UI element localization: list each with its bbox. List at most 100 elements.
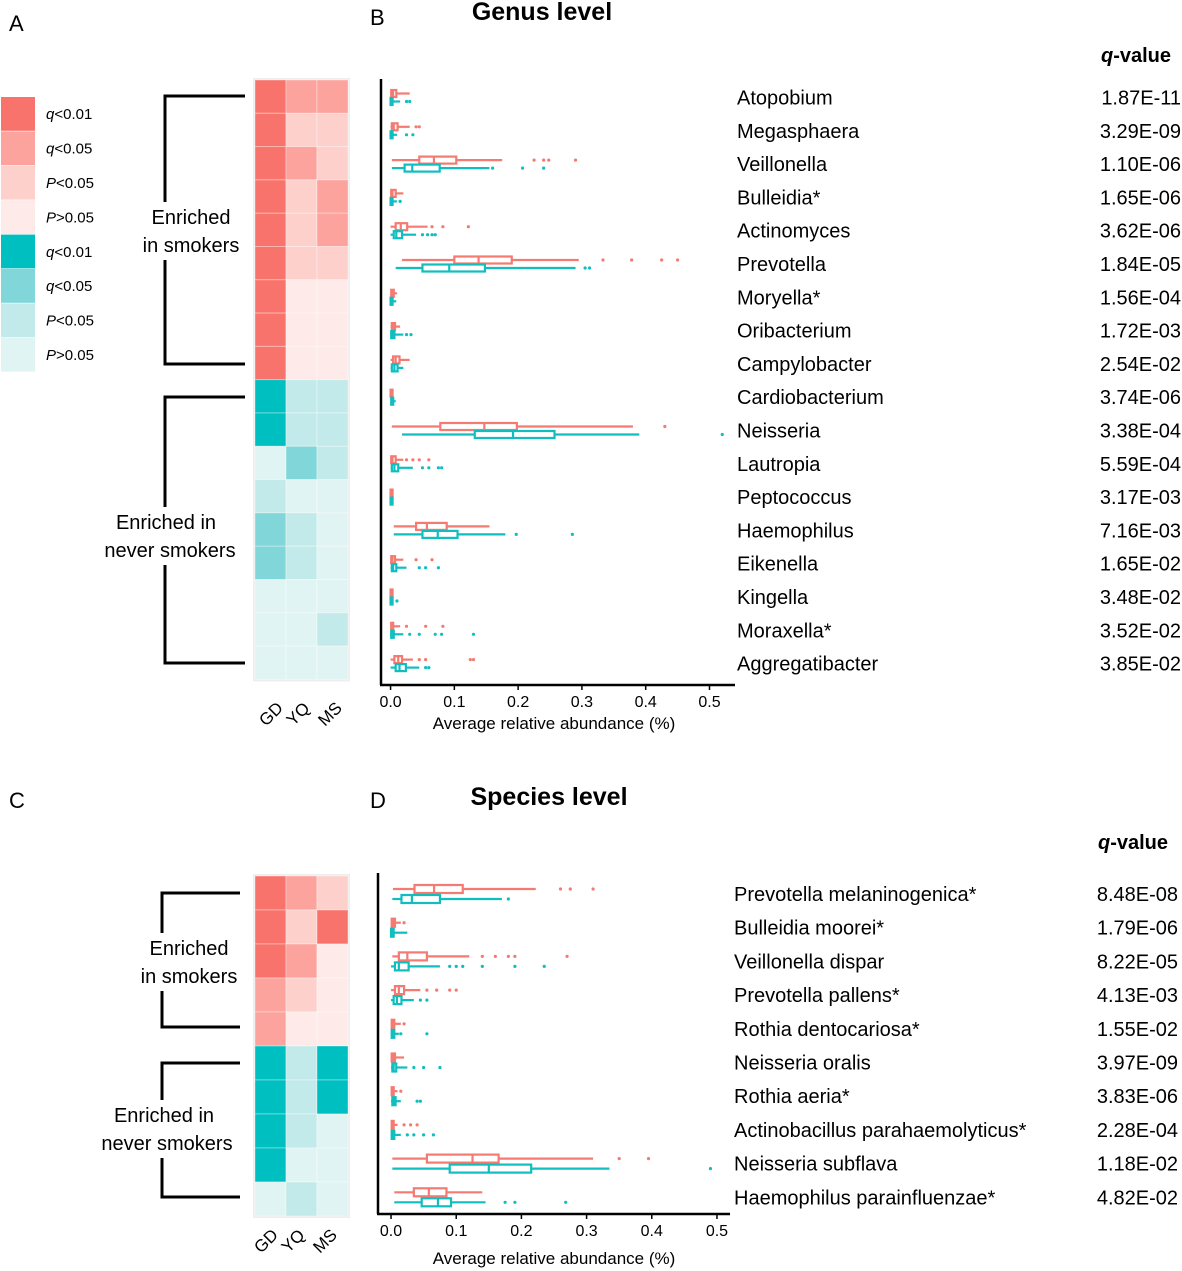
outlier-point xyxy=(513,964,517,969)
heatmap-cell xyxy=(316,445,349,481)
q-value-label: 1.79E-06 xyxy=(1097,918,1178,940)
legend-label: q<0.01 xyxy=(46,106,92,123)
outlier-point xyxy=(404,333,409,337)
outlier-point xyxy=(542,166,546,170)
taxon-label: Bulleidia moorei* xyxy=(734,918,884,940)
smokers-box xyxy=(392,883,595,895)
legend-swatch xyxy=(1,269,35,303)
never-smokers-box xyxy=(395,263,592,273)
legend-swatch xyxy=(1,303,35,338)
outlier-point xyxy=(564,1200,568,1204)
outlier-point xyxy=(430,225,434,229)
heatmap-cell xyxy=(254,545,287,581)
never-smokers-box xyxy=(390,396,396,406)
iqr-box xyxy=(412,1187,448,1198)
outlier-point xyxy=(402,1022,406,1026)
outlier-point xyxy=(513,954,517,959)
taxon-label: Rothia aeria* xyxy=(734,1086,850,1108)
outlier-point xyxy=(402,921,406,925)
outlier-point xyxy=(411,458,415,462)
heatmap-cell xyxy=(285,212,318,247)
heatmap-cell xyxy=(254,179,287,214)
q-value-label: 1.55E-02 xyxy=(1097,1019,1178,1041)
panel-letter-d: D xyxy=(370,788,386,813)
smokers-box xyxy=(390,917,406,928)
never-smokers-box xyxy=(390,629,476,639)
q-value-label: 1.56E-04 xyxy=(1100,287,1181,309)
outlier-point xyxy=(514,532,518,537)
outlier-point xyxy=(408,99,412,104)
heatmap-cell xyxy=(316,977,349,1013)
outlier-point xyxy=(708,1167,713,1171)
heatmap-cell xyxy=(316,545,349,581)
heatmap-cell xyxy=(285,1045,318,1081)
taxon-label: Oribacterium xyxy=(737,321,851,343)
iqr-box xyxy=(421,263,487,273)
heatmap-cell xyxy=(254,909,287,945)
outlier-point xyxy=(468,658,472,662)
taxon-label: Veillonella dispar xyxy=(734,951,884,973)
outlier-point xyxy=(521,166,525,170)
heatmap-cell xyxy=(285,345,318,381)
genus-enriched-smokers-label: Enriched in smokers xyxy=(143,207,240,257)
heatmap-cell xyxy=(254,345,287,381)
iqr-box xyxy=(453,255,513,265)
genus-qvalue-header: q-value xyxy=(1101,45,1171,67)
iqr-box xyxy=(413,883,464,895)
outlier-point xyxy=(466,225,470,229)
outlier-point xyxy=(646,1157,651,1161)
heatmap-cell xyxy=(316,909,349,945)
legend-swatch xyxy=(1,234,35,269)
heatmap-cell xyxy=(254,146,287,181)
outlier-point xyxy=(568,887,572,891)
outlier-point xyxy=(404,458,409,462)
outlier-point xyxy=(433,632,437,636)
outlier-point xyxy=(420,466,425,470)
q-value-label: 1.84E-05 xyxy=(1100,254,1181,276)
significance-legend: q<0.01 q<0.05 P<0.05 P>0.05 q<0.01 q<0.05 P<0.… xyxy=(1,97,94,372)
species-x-axis-label: Average relative abundance (%) xyxy=(433,1249,676,1268)
q-value-label: 8.22E-05 xyxy=(1097,951,1178,973)
q-value-label: 3.52E-02 xyxy=(1100,620,1181,642)
species-title: Species level xyxy=(470,783,627,811)
outlier-point xyxy=(630,258,634,262)
outlier-point xyxy=(461,964,465,969)
heatmap-cell xyxy=(316,212,349,247)
heatmap-cell xyxy=(316,279,349,314)
taxon-label: Neisseria subflava xyxy=(734,1154,898,1176)
iqr-box xyxy=(400,893,442,905)
never-smokers-box xyxy=(389,296,397,306)
never-smokers-box xyxy=(390,230,437,240)
outlier-point xyxy=(418,1099,422,1103)
legend-swatch xyxy=(1,131,35,166)
taxon-label: Actinomyces xyxy=(737,221,850,243)
q-value-label: 1.72E-03 xyxy=(1100,321,1181,343)
heatmap-cell xyxy=(316,246,349,281)
iqr-box xyxy=(420,1197,453,1208)
taxon-label: Peptococcus xyxy=(737,487,852,509)
outlier-point xyxy=(425,233,430,237)
outlier-point xyxy=(558,887,563,891)
smokers-box xyxy=(390,355,410,365)
outlier-point xyxy=(420,233,425,237)
outlier-point xyxy=(422,1133,426,1137)
heatmap-cell xyxy=(254,246,287,281)
genus-heatmap xyxy=(253,78,350,682)
iqr-box xyxy=(448,1163,533,1174)
x-tick-label: 0.1 xyxy=(443,694,465,711)
heatmap-cell xyxy=(254,943,287,979)
outlier-point xyxy=(424,658,428,662)
outlier-point xyxy=(491,166,495,170)
heatmap-cell xyxy=(316,179,349,214)
smokers-box xyxy=(390,122,421,132)
taxon-label: Campylobacter xyxy=(737,354,872,376)
species-heatmap xyxy=(253,874,350,1218)
species-qvalue-header: q-value xyxy=(1098,832,1168,854)
outlier-point xyxy=(436,466,441,470)
iqr-box xyxy=(414,521,448,532)
taxon-label: Atopobium xyxy=(737,88,833,110)
smokers-box xyxy=(390,1052,405,1063)
outlier-point xyxy=(425,998,429,1002)
q-value-label: 3.38E-04 xyxy=(1100,421,1181,443)
outlier-point xyxy=(480,954,484,959)
